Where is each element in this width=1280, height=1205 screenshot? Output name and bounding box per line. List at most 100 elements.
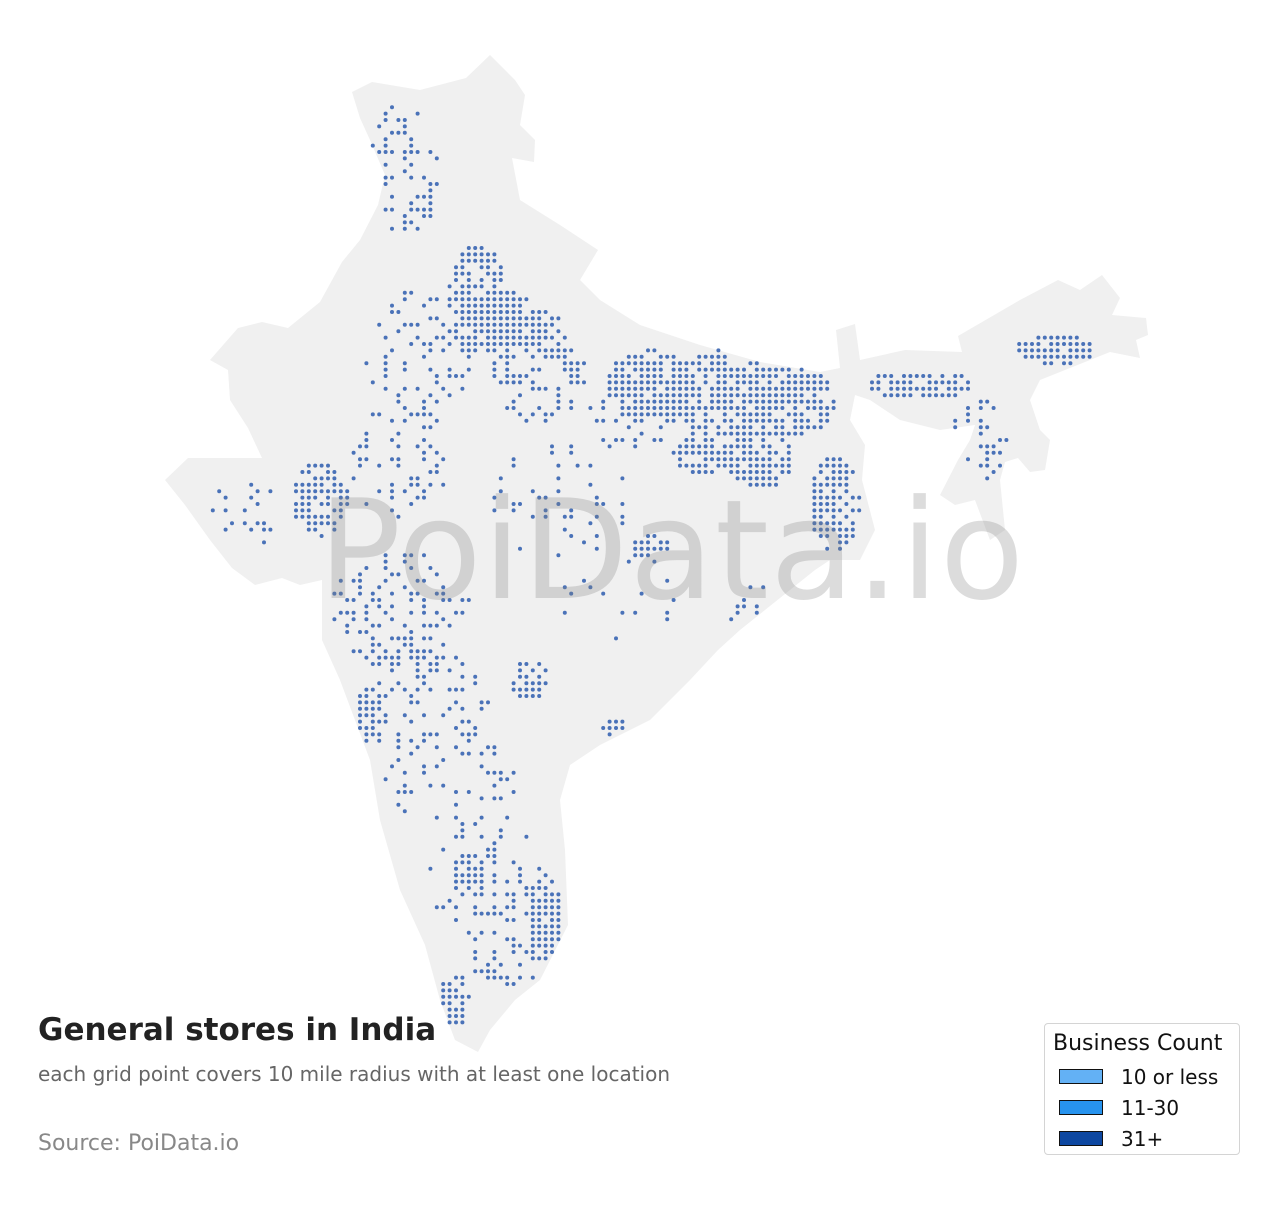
- grid-point: [601, 726, 606, 730]
- grid-point: [761, 457, 766, 462]
- grid-point: [473, 310, 478, 314]
- grid-point: [402, 214, 407, 218]
- grid-point: [530, 924, 535, 929]
- grid-point: [742, 438, 746, 442]
- grid-point: [703, 374, 708, 378]
- grid-point: [690, 393, 695, 398]
- grid-point: [537, 687, 542, 692]
- grid-point: [473, 937, 478, 942]
- grid-point: [908, 380, 913, 385]
- grid-point: [370, 687, 375, 692]
- grid-point: [735, 374, 740, 378]
- grid-point: [518, 316, 522, 321]
- grid-point: [716, 393, 721, 398]
- grid-point: [402, 809, 407, 814]
- grid-point: [985, 399, 990, 404]
- grid-point: [370, 591, 375, 596]
- grid-point: [1017, 348, 1022, 353]
- grid-point: [511, 297, 516, 302]
- grid-point: [396, 745, 401, 750]
- grid-point: [710, 418, 714, 423]
- grid-point: [774, 406, 778, 410]
- grid-point: [774, 418, 778, 423]
- grid-point: [774, 431, 778, 436]
- grid-point: [505, 918, 510, 922]
- grid-point: [633, 546, 638, 551]
- grid-point: [569, 367, 574, 372]
- grid-point: [710, 457, 714, 462]
- grid-point: [466, 246, 471, 250]
- grid-point: [486, 962, 490, 967]
- grid-point: [678, 393, 682, 398]
- grid-point: [518, 662, 522, 666]
- grid-point: [511, 982, 516, 986]
- grid-point: [626, 374, 631, 378]
- grid-point: [703, 418, 708, 423]
- grid-point: [498, 796, 503, 801]
- grid-point: [550, 924, 554, 929]
- grid-point: [364, 694, 369, 698]
- grid-point: [511, 406, 516, 410]
- grid-point: [358, 591, 362, 596]
- grid-point: [844, 463, 849, 468]
- grid-point: [454, 687, 458, 692]
- grid-point: [684, 406, 689, 410]
- grid-point: [364, 457, 369, 462]
- grid-point: [697, 386, 702, 391]
- grid-point: [543, 495, 548, 500]
- grid-point: [793, 393, 798, 398]
- grid-point: [818, 470, 823, 474]
- grid-point: [1068, 361, 1073, 366]
- grid-point: [639, 380, 644, 385]
- grid-point: [697, 354, 702, 359]
- grid-point: [460, 598, 465, 602]
- grid-point: [780, 406, 785, 410]
- grid-point: [364, 700, 369, 705]
- grid-point: [550, 911, 554, 916]
- grid-point: [492, 271, 497, 276]
- grid-point: [415, 322, 420, 327]
- grid-point: [780, 457, 785, 462]
- grid-point: [550, 450, 554, 455]
- grid-point: [300, 502, 305, 506]
- grid-point: [556, 406, 561, 410]
- grid-point: [428, 470, 433, 474]
- grid-point: [486, 271, 490, 276]
- grid-point: [505, 406, 510, 410]
- grid-point: [953, 386, 958, 391]
- grid-point: [422, 770, 426, 775]
- grid-point: [742, 380, 746, 385]
- grid-point: [441, 598, 446, 602]
- grid-point: [754, 412, 759, 417]
- grid-point: [735, 438, 740, 442]
- grid-point: [358, 694, 362, 698]
- grid-point: [492, 783, 497, 788]
- grid-point: [690, 361, 695, 366]
- grid-point: [486, 969, 490, 974]
- grid-point: [428, 636, 433, 641]
- grid-point: [383, 610, 388, 615]
- grid-point: [748, 463, 753, 468]
- grid-point: [479, 700, 484, 705]
- grid-point: [735, 386, 740, 391]
- grid-point: [524, 950, 529, 954]
- grid-point: [831, 406, 836, 410]
- grid-point: [754, 386, 759, 391]
- grid-point: [428, 668, 433, 673]
- grid-point: [818, 482, 823, 487]
- grid-point: [588, 482, 593, 487]
- grid-point: [550, 879, 554, 884]
- grid-point: [390, 418, 394, 423]
- grid-point: [633, 386, 638, 391]
- grid-point: [428, 783, 433, 788]
- grid-point: [428, 649, 433, 654]
- grid-point: [556, 911, 561, 916]
- grid-point: [902, 380, 906, 385]
- grid-point: [953, 425, 958, 430]
- grid-point: [646, 374, 650, 378]
- grid-point: [658, 412, 663, 417]
- grid-point: [786, 393, 791, 398]
- grid-point: [383, 137, 388, 142]
- grid-point: [498, 354, 503, 359]
- grid-point: [562, 610, 567, 615]
